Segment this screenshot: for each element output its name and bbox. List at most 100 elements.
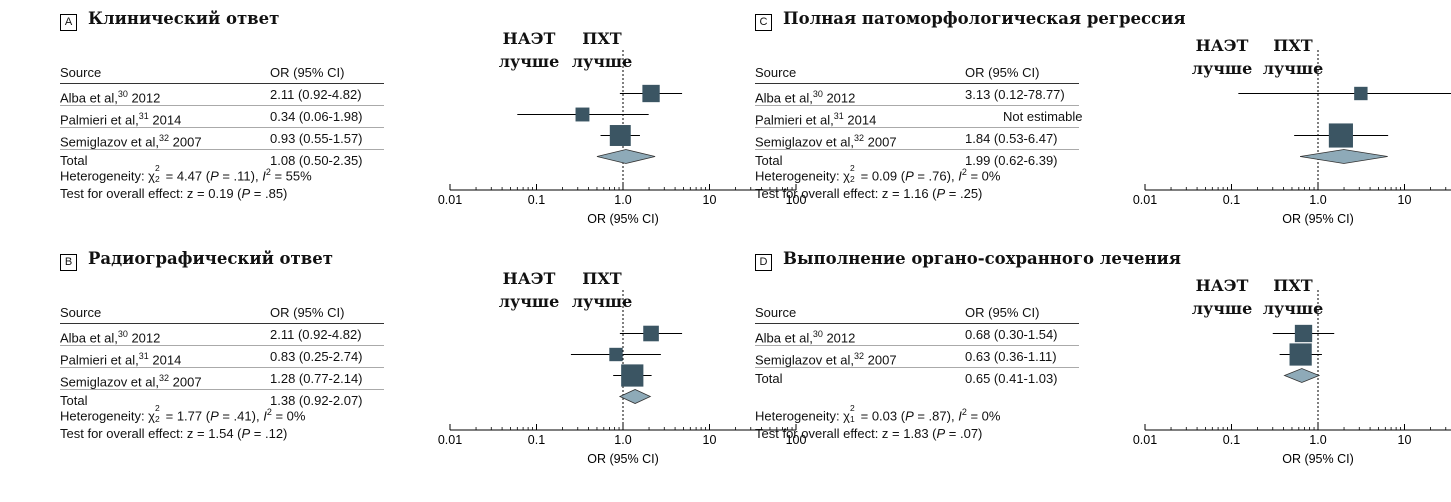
favors-left-label: НАЭТ лучше: [1190, 34, 1254, 80]
overall-p-value: = .07): [945, 426, 983, 441]
study-ref: 30: [117, 89, 128, 99]
overall-p-value: = .85): [250, 186, 288, 201]
study-name: Alba et al,30 2012: [755, 84, 855, 108]
study-marker: [621, 364, 644, 387]
study-or-ci: 0.83 (0.25-2.74): [270, 349, 363, 364]
chi-df: 1: [850, 414, 855, 425]
favors-right-label: ПХТ лучше: [570, 27, 634, 73]
overall-effect-text: Test for overall effect: z = 0.19 (P = .…: [60, 186, 287, 201]
heterogeneity-prefix: Heterogeneity: χ: [755, 168, 850, 184]
x-axis-label: OR (95% CI): [587, 212, 659, 226]
i2-exp: 2: [265, 167, 271, 177]
x-tick-label: 10: [703, 193, 717, 207]
x-tick-label: 0.1: [1223, 193, 1240, 207]
chi-square-exp: 2: [155, 163, 160, 174]
study-table: Source OR (95% CI) Alba et al,30 2012 2.11 …: [60, 302, 384, 411]
favors-left-line1: НАЭТ: [1195, 276, 1249, 295]
chi-value: = 0.09 (: [857, 168, 906, 184]
x-tick-label: 0.1: [528, 433, 545, 447]
panel-title: Клинический ответ: [88, 9, 280, 28]
favors-left-label: НАЭТ лучше: [1190, 274, 1254, 320]
favors-left-line2: лучше: [1191, 299, 1253, 318]
total-or-ci: 1.08 (0.50-2.35): [270, 153, 363, 168]
x-axis-label: OR (95% CI): [1282, 212, 1354, 226]
overall-p-value: = .12): [250, 426, 288, 441]
study-or-ci: 0.93 (0.55-1.57): [270, 131, 363, 146]
p-value: = .87),: [913, 408, 959, 424]
p-value: = .76),: [913, 168, 959, 184]
study-author: Palmieri et al,: [60, 352, 139, 368]
pooled-diamond: [596, 149, 656, 164]
study-name: Palmieri et al,31 2014: [60, 106, 181, 130]
column-header-source: Source: [755, 65, 797, 80]
study-ref: 32: [854, 133, 865, 143]
x-tick-label: 0.01: [438, 433, 462, 447]
study-row: Semiglazov et al,32 2007 1.28 (0.77-2.14): [60, 368, 384, 390]
study-author: Semiglazov et al,: [755, 134, 854, 150]
study-marker: [609, 125, 631, 146]
study-ref: 32: [854, 351, 865, 361]
favors-right-label: ПХТ лучше: [570, 267, 634, 313]
chi-df: 2: [850, 174, 855, 185]
study-marker: [1289, 343, 1312, 366]
study-ref: 32: [159, 133, 170, 143]
chi-square-exp: 2: [850, 163, 855, 174]
study-year: 2014: [148, 352, 182, 368]
panel-letter: B: [60, 254, 77, 271]
study-row: Palmieri et al,31 2014 0.83 (0.25-2.74): [60, 346, 384, 368]
study-table: Source OR (95% CI) Alba et al,30 2012 3.13 …: [755, 62, 1082, 171]
chi-value: = 4.47 (: [162, 168, 211, 184]
study-name: Semiglazov et al,32 2007: [755, 346, 897, 370]
chi-value: = 1.77 (: [162, 408, 211, 424]
study-author: Semiglazov et al,: [60, 374, 159, 390]
study-or-ci: 1.28 (0.77-2.14): [270, 371, 363, 386]
total-or-ci: 0.65 (0.41-1.03): [965, 371, 1058, 386]
total-row: Total 0.65 (0.41-1.03): [755, 368, 1079, 389]
forest-plot-svg: 0.01 0.1 1.0 10 100 OR (95% CI): [438, 50, 806, 226]
study-year: 2007: [169, 374, 202, 390]
p-value: = .41),: [218, 408, 264, 424]
study-table: Source OR (95% CI) Alba et al,30 2012 0.68 …: [755, 302, 1079, 389]
favors-right-line2: лучше: [571, 52, 633, 71]
favors-left-line1: НАЭТ: [1195, 36, 1249, 55]
x-tick-label: 1.0: [1309, 193, 1326, 207]
study-year: 2007: [864, 352, 897, 368]
x-tick-label: 0.1: [1223, 433, 1240, 447]
i2-label: I: [958, 408, 962, 424]
x-tick-label: 0.1: [528, 193, 545, 207]
pooled-diamond: [1283, 368, 1321, 383]
favors-right-line1: ПХТ: [1273, 276, 1313, 295]
study-author: Palmieri et al,: [755, 112, 834, 128]
total-label: Total: [755, 371, 783, 386]
study-year: 2014: [843, 112, 877, 128]
study-name: Semiglazov et al,32 2007: [755, 128, 897, 152]
study-author: Alba et al,: [755, 330, 813, 346]
forest-panel-b: B Радиографический ответ Source OR (95% CI)…: [60, 249, 806, 484]
study-year: 2014: [148, 112, 182, 128]
study-ref: 31: [833, 111, 844, 121]
p-label: P: [905, 168, 914, 184]
study-year: 2007: [864, 134, 897, 150]
study-row: Palmieri et al,31 2014 0.34 (0.06-1.98): [60, 106, 384, 128]
study-author: Palmieri et al,: [60, 112, 139, 128]
column-header-or: OR (95% CI): [270, 65, 345, 80]
overall-prefix: Test for overall effect: z = 1.54 (: [60, 426, 242, 441]
study-author: Alba et al,: [60, 330, 118, 346]
total-label: Total: [60, 393, 88, 408]
study-name: Semiglazov et al,32 2007: [60, 368, 202, 392]
pooled-diamond: [618, 389, 652, 404]
overall-p-value: = .25): [945, 186, 983, 201]
study-ref: 30: [812, 329, 823, 339]
panel-title: Полная патоморфологическая регрессия: [783, 9, 1186, 28]
favors-right-line1: ПХТ: [582, 269, 622, 288]
study-row: Semiglazov et al,32 2007 0.93 (0.55-1.57): [60, 128, 384, 150]
study-marker: [609, 347, 623, 362]
x-tick-label: 1.0: [614, 193, 631, 207]
table-header: Source OR (95% CI): [755, 302, 1079, 324]
